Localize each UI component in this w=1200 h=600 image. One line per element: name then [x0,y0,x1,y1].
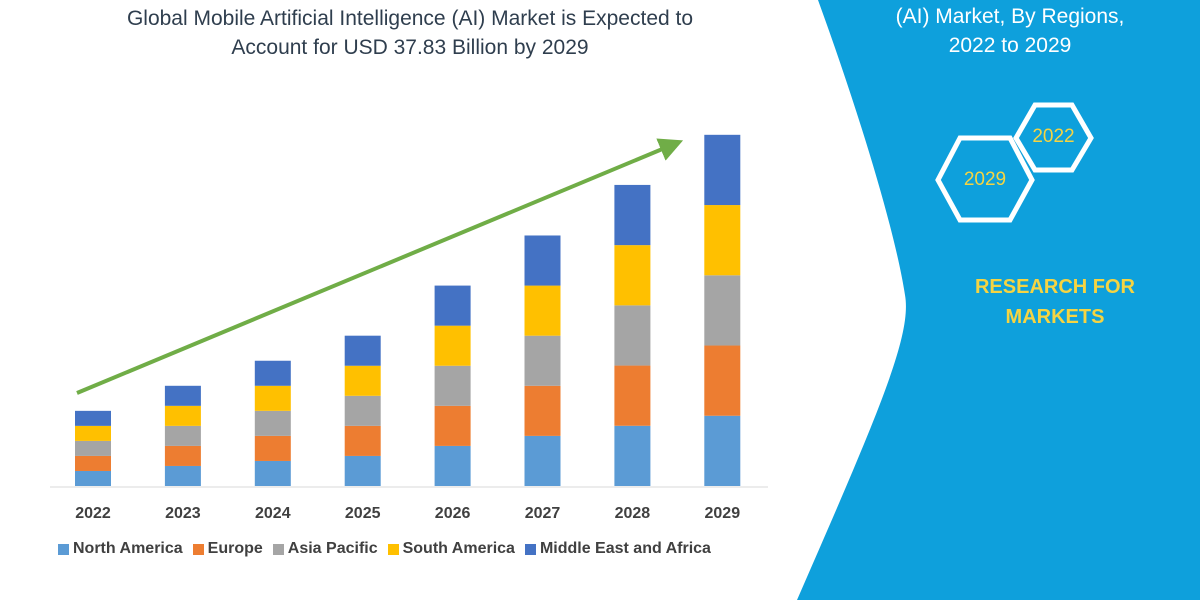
bar-segment-2025-asia-pacific [344,395,381,426]
brand-logo-text: RESEARCH FOR MARKETS [950,272,1160,332]
legend-swatch [524,543,536,555]
bar-segment-2029-north-america [704,415,741,486]
legend-item: South America [387,540,515,558]
x-tick-label: 2029 [705,505,741,522]
legend-label: Europe [207,540,263,557]
trend-arrow [76,138,684,395]
bar-segment-2026-north-america [434,445,471,486]
legend-item: North America [58,540,183,558]
hexagon-2022 [1013,102,1094,173]
bar-segment-2028-south-america [614,245,651,306]
legend-label: Asia Pacific [287,540,378,557]
bar-segment-2025-europe [344,425,381,456]
hexagon-label-2022: 2022 [1032,126,1075,147]
blue-wave-shape [797,0,1200,600]
bar-segment-2029-europe [704,345,741,416]
stacked-bar-chart: 2022 2023 2024 2025 2026 2027 2028 2029 [50,134,768,522]
bar-segment-2022-south-america [75,425,111,441]
legend-item: Middle East and Africa [524,540,711,558]
legend-label: South America [402,540,515,557]
chart-title-line-2: Account for USD 37.83 Billion by 2029 [231,36,589,59]
bar-segment-2022-north-america [75,470,111,486]
bar-segment-2029-middle-east-and-africa [704,134,741,206]
bar-segment-2028-asia-pacific [614,305,651,366]
bar-segment-2026-south-america [434,325,471,366]
side-title: (AI) Market, By Regions, 2022 to 2029 [860,2,1160,60]
legend-swatch [192,543,204,555]
bar-segment-2028-north-america [614,425,651,486]
x-tick-label: 2022 [75,505,111,522]
bar-segment-2023-south-america [164,405,201,426]
bar-segment-2028-europe [614,365,651,426]
x-tick-label: 2026 [435,505,471,522]
bar-segment-2024-middle-east-and-africa [254,360,291,386]
bar-segment-2028-middle-east-and-africa [614,184,651,246]
chart-title: Global Mobile Artificial Intelligence (A… [40,4,780,62]
bar-segment-2022-asia-pacific [75,440,111,456]
bar-segment-2024-north-america [254,460,291,486]
side-title-line-2: 2022 to 2029 [948,34,1072,57]
x-tick-label: 2023 [165,505,201,522]
bar-segment-2026-middle-east-and-africa [434,285,471,326]
bar-segment-2024-europe [254,435,291,461]
x-tick-label: 2024 [255,505,291,522]
bar-segment-2023-middle-east-and-africa [164,385,201,406]
bar-segment-2022-europe [75,455,111,471]
x-tick-label: 2028 [615,505,651,522]
legend-swatch [387,543,399,555]
bar-segment-2027-middle-east-and-africa [524,235,561,286]
bar-segment-2027-north-america [524,435,561,486]
x-tick-label: 2025 [345,505,381,522]
legend-label: Middle East and Africa [539,540,711,557]
bar-segment-2025-south-america [344,365,381,396]
bar-segment-2025-middle-east-and-africa [344,335,381,366]
bar-segment-2026-asia-pacific [434,365,471,406]
bar-segment-2029-asia-pacific [704,275,741,346]
legend-item: Asia Pacific [272,540,378,558]
legend-swatch [272,543,284,555]
bar-segment-2029-south-america [704,205,741,276]
legend-item: Europe [192,540,263,558]
side-title-line-1: (AI) Market, By Regions, [895,5,1125,28]
bar-segment-2023-asia-pacific [164,425,201,446]
hexagon-label-2029: 2029 [963,169,1007,190]
bar-segment-2027-asia-pacific [524,335,561,386]
bar-segment-2023-europe [164,445,201,466]
bar-segment-2027-south-america [524,285,561,336]
bar-segment-2027-europe [524,385,561,436]
bar-segment-2022-middle-east-and-africa [75,410,111,426]
brand-line-2: MARKETS [1005,306,1105,328]
chart-title-line-1: Global Mobile Artificial Intelligence (A… [126,7,694,30]
bar-segment-2023-north-america [164,465,201,486]
x-tick-label: 2027 [525,505,561,522]
legend: North America Europe Asia Pacific South Ame… [58,540,711,558]
bar-segment-2024-asia-pacific [254,410,291,436]
bar-segment-2026-europe [434,405,471,446]
bar-segment-2024-south-america [254,385,291,411]
hexagon-2029 [935,135,1035,223]
legend-swatch [58,543,69,555]
brand-line-1: RESEARCH FOR [974,276,1135,298]
legend-label: North America [73,540,183,557]
bar-segment-2025-north-america [344,455,381,486]
